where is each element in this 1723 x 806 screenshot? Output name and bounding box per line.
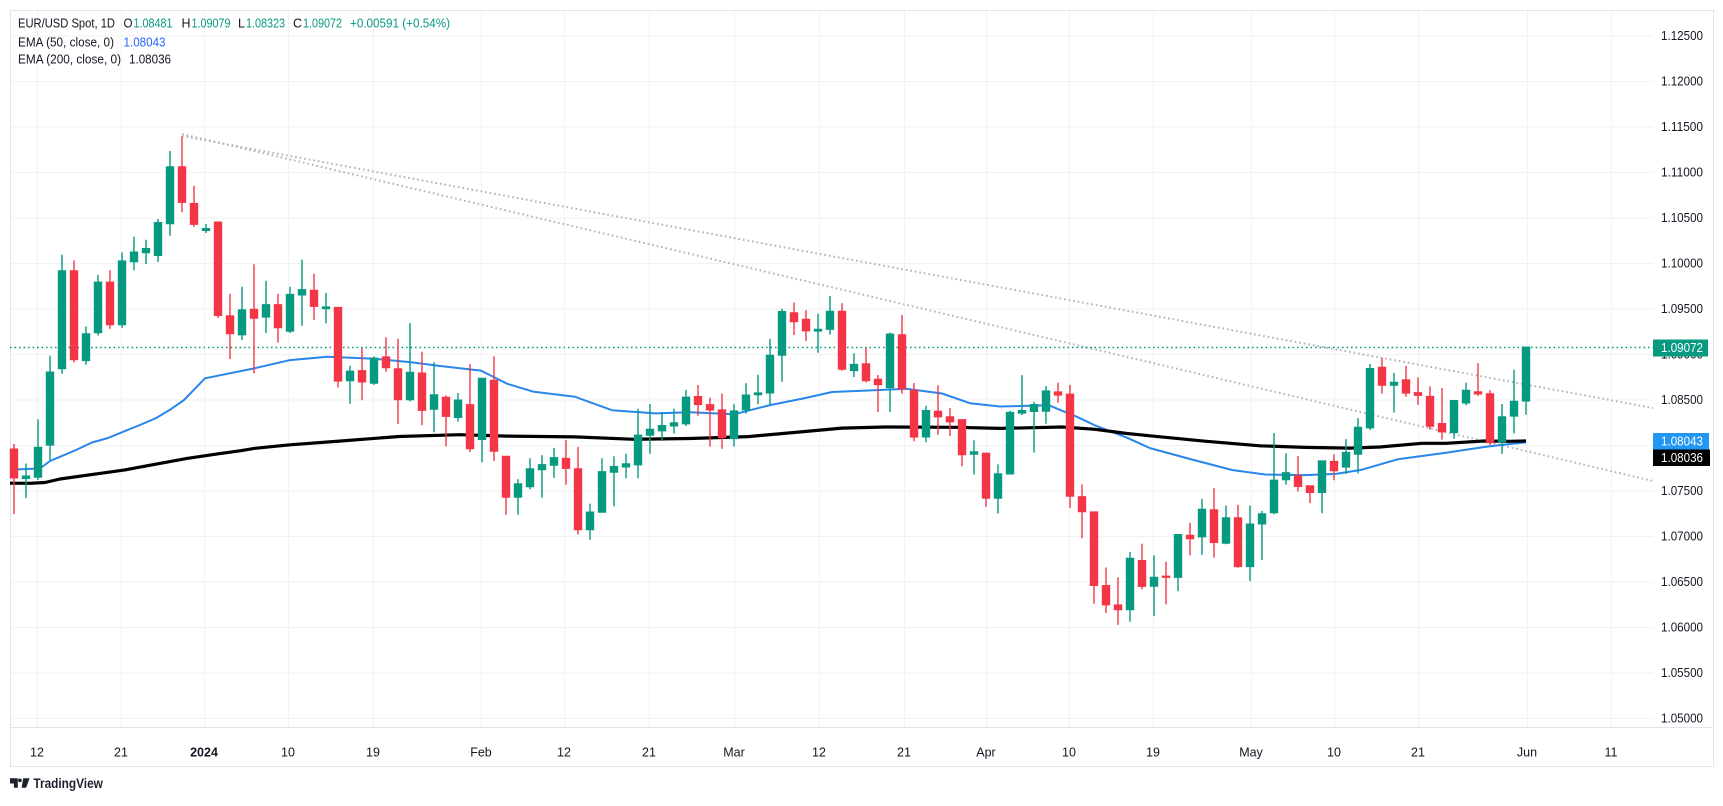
svg-text:Apr: Apr — [976, 746, 995, 760]
svg-text:C: C — [293, 17, 302, 31]
svg-text:L: L — [238, 17, 245, 31]
svg-text:1.08323: 1.08323 — [246, 17, 285, 31]
svg-text:21: 21 — [642, 746, 656, 760]
svg-text:1.12000: 1.12000 — [1661, 75, 1703, 89]
svg-text:1.08036: 1.08036 — [129, 53, 171, 67]
svg-text:1.09500: 1.09500 — [1661, 302, 1703, 316]
svg-text:EMA (200, close, 0): EMA (200, close, 0) — [18, 53, 121, 67]
svg-text:1.08043: 1.08043 — [1661, 435, 1703, 449]
svg-text:10: 10 — [1327, 746, 1341, 760]
svg-text:1.06000: 1.06000 — [1661, 621, 1703, 635]
svg-text:Mar: Mar — [723, 746, 745, 760]
svg-text:21: 21 — [114, 746, 128, 760]
svg-text:1.08500: 1.08500 — [1661, 393, 1703, 407]
svg-text:Feb: Feb — [470, 746, 492, 760]
svg-text:21: 21 — [1411, 746, 1425, 760]
svg-text:1.09079: 1.09079 — [192, 17, 231, 31]
svg-text:TradingView: TradingView — [33, 776, 103, 791]
svg-text:H: H — [182, 17, 191, 31]
svg-text:10: 10 — [1062, 746, 1076, 760]
svg-text:O: O — [124, 17, 133, 31]
svg-text:1.12500: 1.12500 — [1661, 29, 1703, 43]
svg-text:1.05500: 1.05500 — [1661, 666, 1703, 680]
svg-text:1.07500: 1.07500 — [1661, 484, 1703, 498]
svg-text:1.11500: 1.11500 — [1661, 120, 1703, 134]
svg-text:EUR/USD Spot, 1D: EUR/USD Spot, 1D — [18, 17, 115, 31]
svg-text:May: May — [1239, 746, 1263, 760]
svg-text:2024: 2024 — [190, 746, 218, 760]
svg-text:10: 10 — [281, 746, 295, 760]
svg-text:1.09072: 1.09072 — [1661, 341, 1703, 355]
svg-text:1.05000: 1.05000 — [1661, 712, 1703, 726]
svg-text:1.09072: 1.09072 — [303, 17, 342, 31]
svg-text:1.08043: 1.08043 — [124, 36, 166, 50]
svg-text:EMA (50, close, 0): EMA (50, close, 0) — [18, 36, 114, 50]
svg-text:1.10000: 1.10000 — [1661, 257, 1703, 271]
svg-text:11: 11 — [1605, 746, 1618, 760]
svg-text:1.08481: 1.08481 — [134, 17, 173, 31]
svg-text:19: 19 — [366, 746, 380, 760]
svg-text:21: 21 — [897, 746, 911, 760]
svg-text:12: 12 — [557, 746, 571, 760]
svg-text:12: 12 — [812, 746, 826, 760]
svg-text:Jun: Jun — [1517, 746, 1537, 760]
svg-text:1.06500: 1.06500 — [1661, 575, 1703, 589]
svg-text:12: 12 — [30, 746, 44, 760]
svg-text:1.08036: 1.08036 — [1661, 451, 1703, 465]
svg-text:1.10500: 1.10500 — [1661, 211, 1703, 225]
svg-text:19: 19 — [1146, 746, 1160, 760]
svg-text:1.11000: 1.11000 — [1661, 166, 1703, 180]
svg-text:+0.00591 (+0.54%): +0.00591 (+0.54%) — [350, 17, 450, 31]
svg-text:1.07000: 1.07000 — [1661, 530, 1703, 544]
